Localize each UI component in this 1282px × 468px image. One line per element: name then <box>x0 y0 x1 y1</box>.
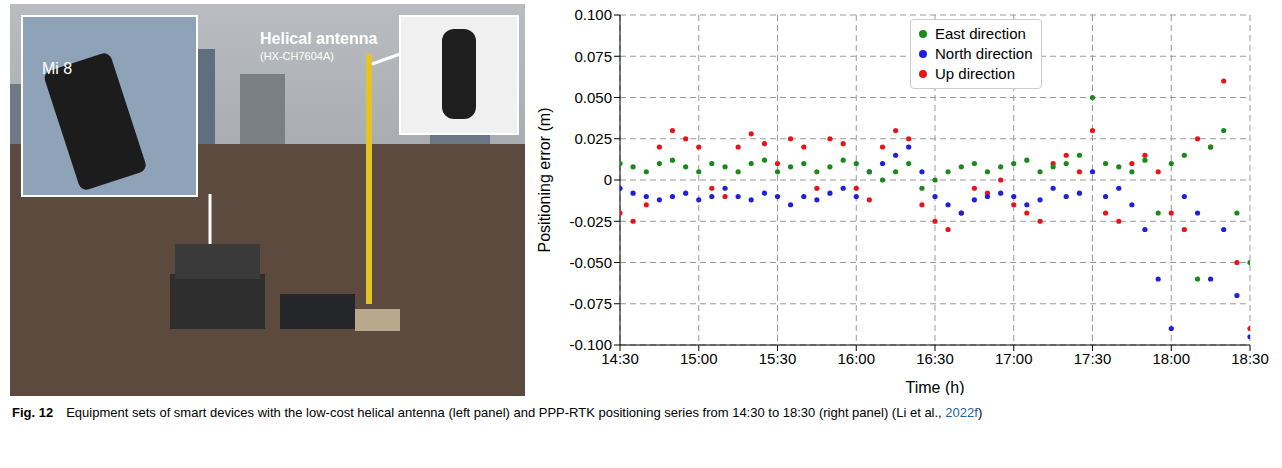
svg-text:14:30: 14:30 <box>601 349 639 367</box>
svg-text:18:30: 18:30 <box>1231 350 1269 367</box>
svg-text:17:00: 17:00 <box>995 350 1033 367</box>
html-text:Up direction: Up direction <box>935 65 1015 82</box>
svg-text:(HX-CH7604A): (HX-CH7604A) <box>260 50 334 62</box>
svg-text:15:00: 15:00 <box>680 350 718 367</box>
svg-text:0.025: 0.025 <box>574 130 612 147</box>
svg-text:Helical antenna: Helical antenna <box>260 30 377 47</box>
svg-text:Mi 8: Mi 8 <box>42 60 72 77</box>
html-text:North direction: North direction <box>935 45 1033 62</box>
svg-text:0.075: 0.075 <box>574 48 612 65</box>
svg-text:0: 0 <box>604 171 612 188</box>
svg-text:15:30: 15:30 <box>759 350 797 367</box>
svg-text:18:00: 18:00 <box>1152 350 1190 367</box>
svg-text:16:30: 16:30 <box>916 350 954 367</box>
svg-text:17:30: 17:30 <box>1074 350 1112 367</box>
svg-text:-0.025: -0.025 <box>569 213 612 230</box>
html-text:Fig. 12: Fig. 12 <box>12 405 54 420</box>
svg-text:16:00: 16:00 <box>837 350 875 367</box>
svg-text:-0.075: -0.075 <box>569 295 612 312</box>
svg-text:-0.050: -0.050 <box>569 254 612 271</box>
html-text:East direction: East direction <box>935 25 1026 42</box>
svg-text:0.050: 0.050 <box>574 89 612 106</box>
svg-text:Time (h): Time (h) <box>906 379 965 395</box>
svg-text:-0.100: -0.100 <box>569 336 612 353</box>
svg-text:0.100: 0.100 <box>574 6 612 23</box>
html-text:Equipment sets of smart device: Equipment sets of smart devices with the… <box>66 405 983 420</box>
svg-text:Positioning error (m): Positioning error (m) <box>536 108 553 253</box>
